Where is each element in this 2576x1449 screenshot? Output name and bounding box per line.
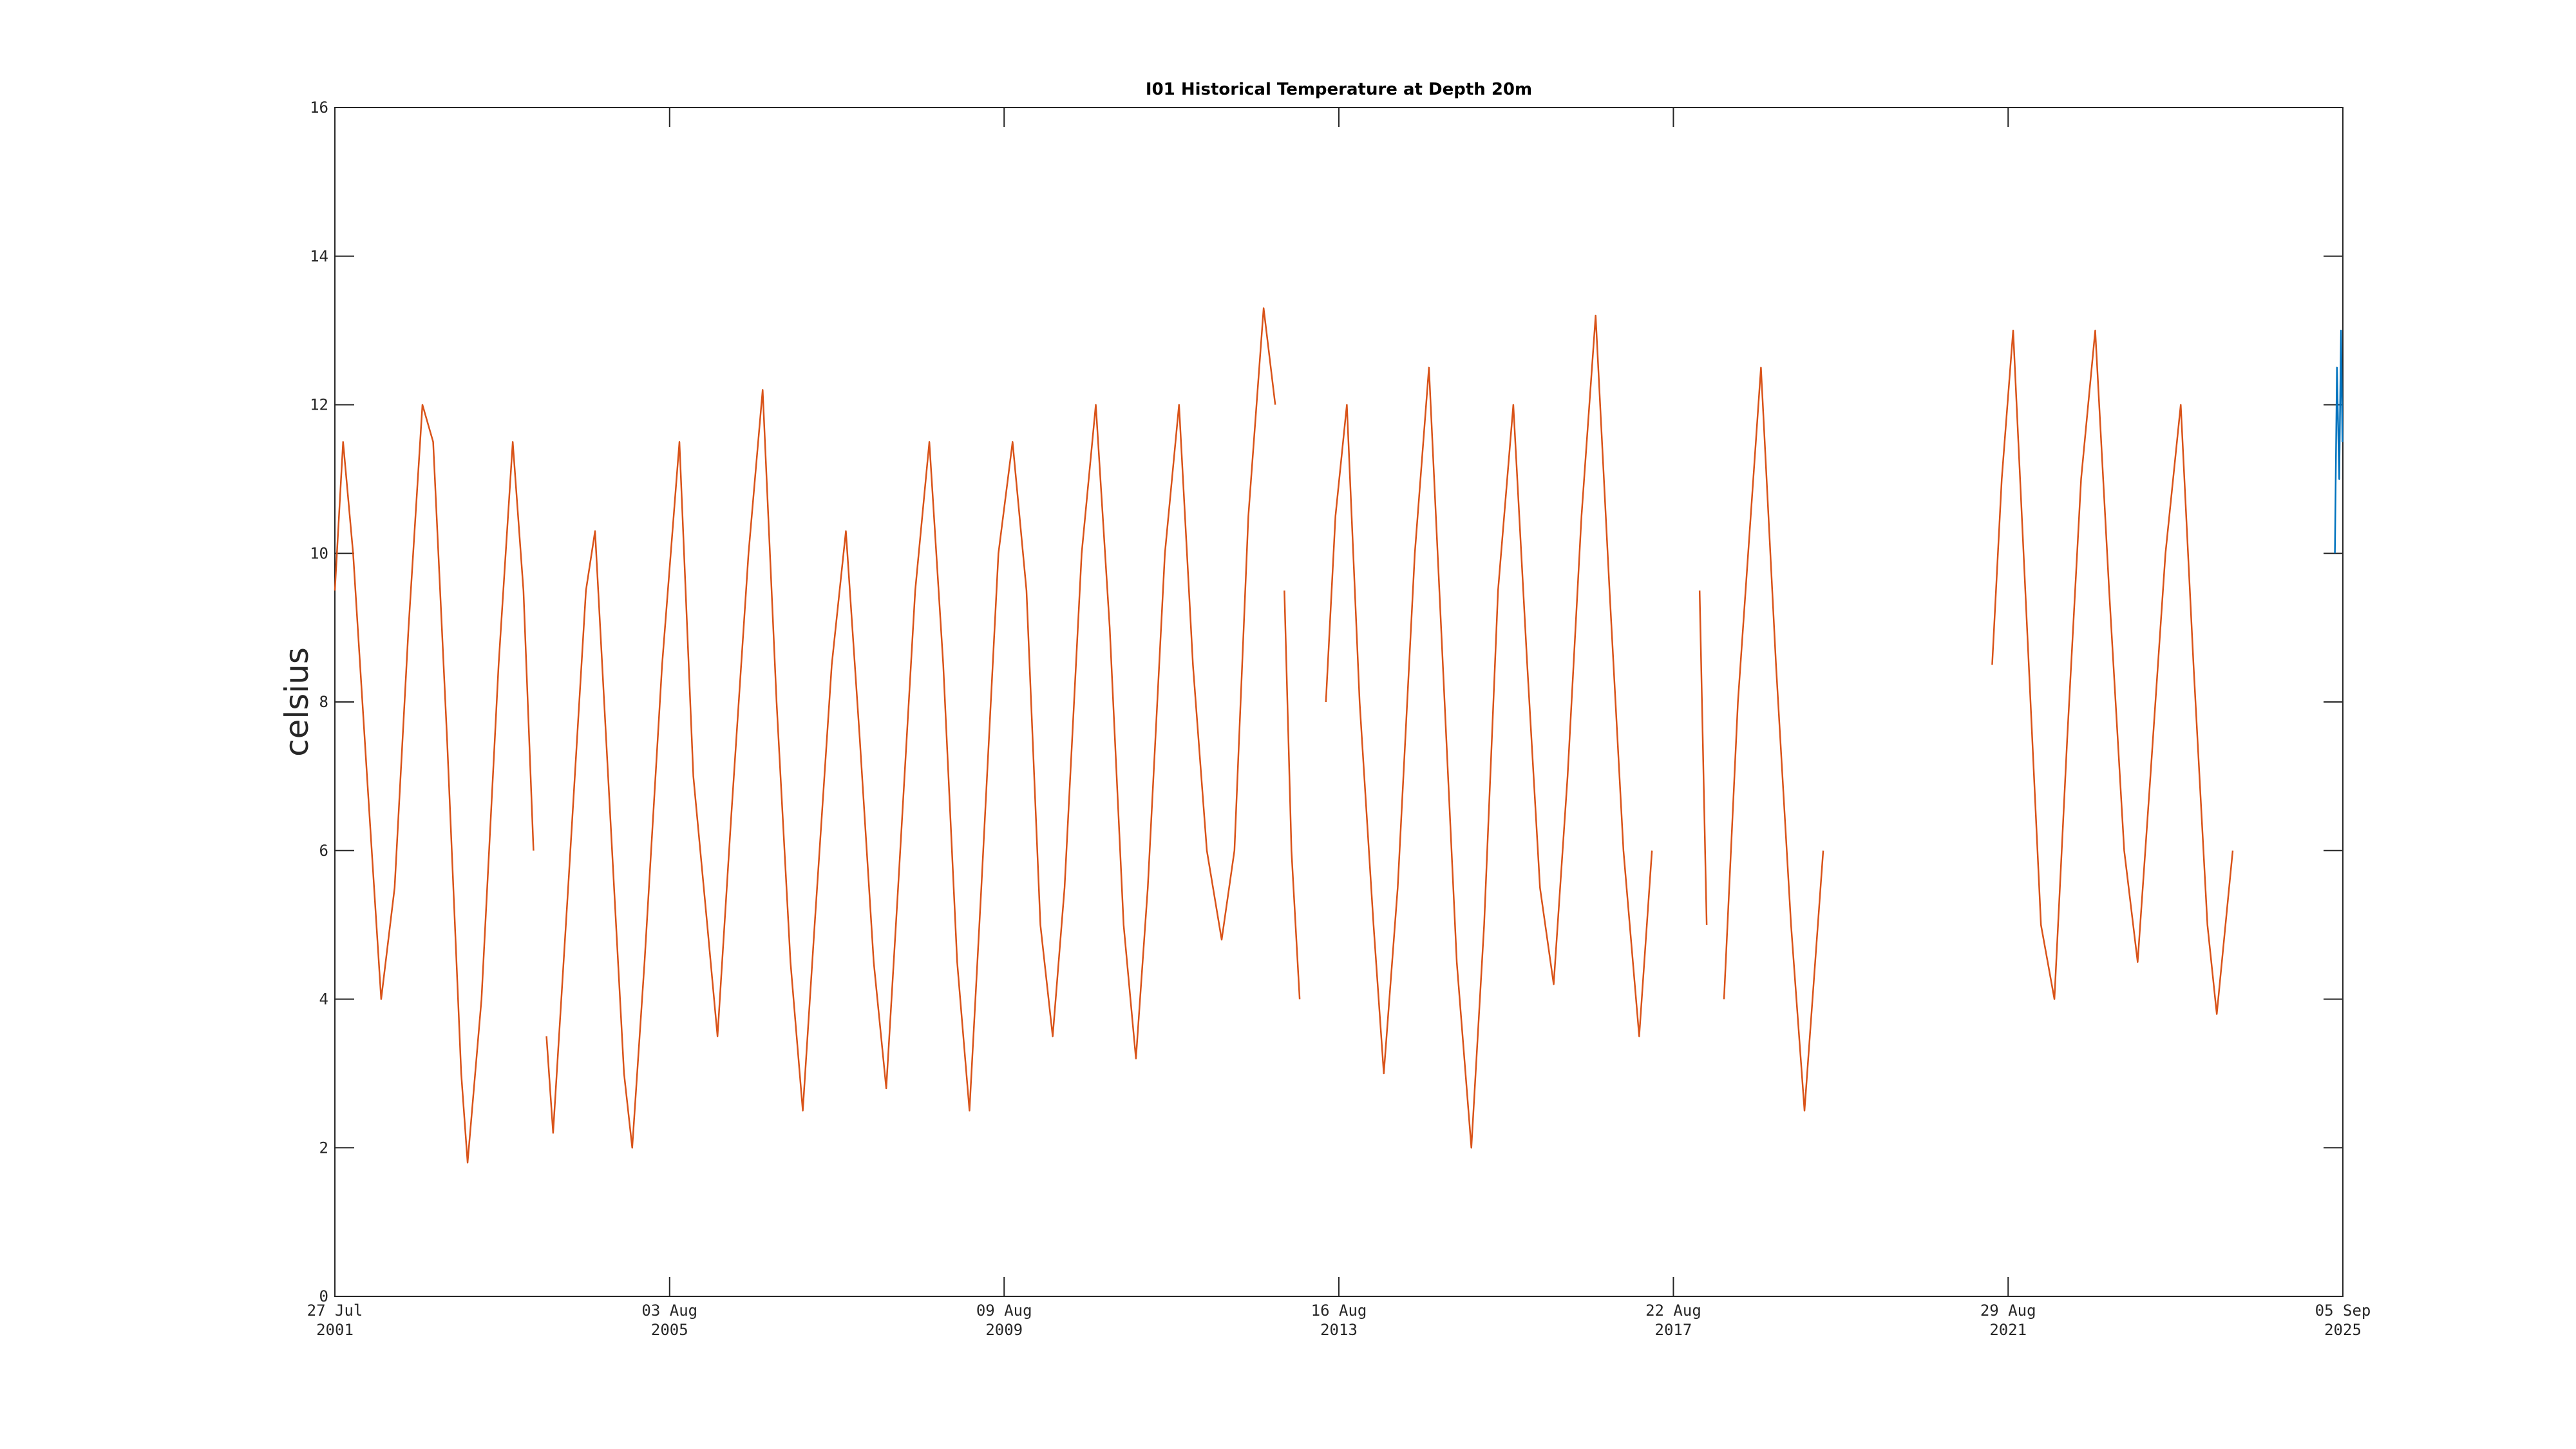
y-tick-label: 0 <box>319 1287 328 1305</box>
y-tick-label: 2 <box>319 1139 328 1157</box>
x-tick-label: 16 Aug <box>1311 1302 1367 1320</box>
x-tick-label: 2017 <box>1655 1321 1692 1339</box>
x-tick-label: 05 Sep <box>2315 1302 2371 1320</box>
chart-title: I01 Historical Temperature at Depth 20m <box>1146 80 1532 99</box>
x-tick-label: 2013 <box>1320 1321 1358 1339</box>
x-tick-label: 2025 <box>2324 1321 2362 1339</box>
x-tick-label: 2001 <box>316 1321 354 1339</box>
plot-frame <box>334 107 2344 1297</box>
y-tick-label: 12 <box>310 396 328 414</box>
y-tick-label: 6 <box>319 842 328 860</box>
x-tick-label: 09 Aug <box>976 1302 1032 1320</box>
data-line <box>334 307 2234 1164</box>
y-tick-label: 8 <box>319 693 328 711</box>
x-tick-label: 29 Aug <box>1980 1302 2036 1320</box>
y-axis-label: celsius <box>278 647 316 757</box>
x-tick-label: 2009 <box>985 1321 1023 1339</box>
y-tick-label: 14 <box>310 247 328 265</box>
data-line <box>2334 329 2344 554</box>
x-tick-label: 2005 <box>651 1321 688 1339</box>
x-tick-label: 22 Aug <box>1645 1302 1701 1320</box>
x-tick-label: 2021 <box>1989 1321 2027 1339</box>
x-tick-label: 03 Aug <box>641 1302 697 1320</box>
y-tick-label: 10 <box>310 544 328 562</box>
y-tick-label: 4 <box>319 990 328 1009</box>
x-tick-label: 27 Jul <box>307 1302 363 1320</box>
y-tick-label: 16 <box>310 99 328 117</box>
